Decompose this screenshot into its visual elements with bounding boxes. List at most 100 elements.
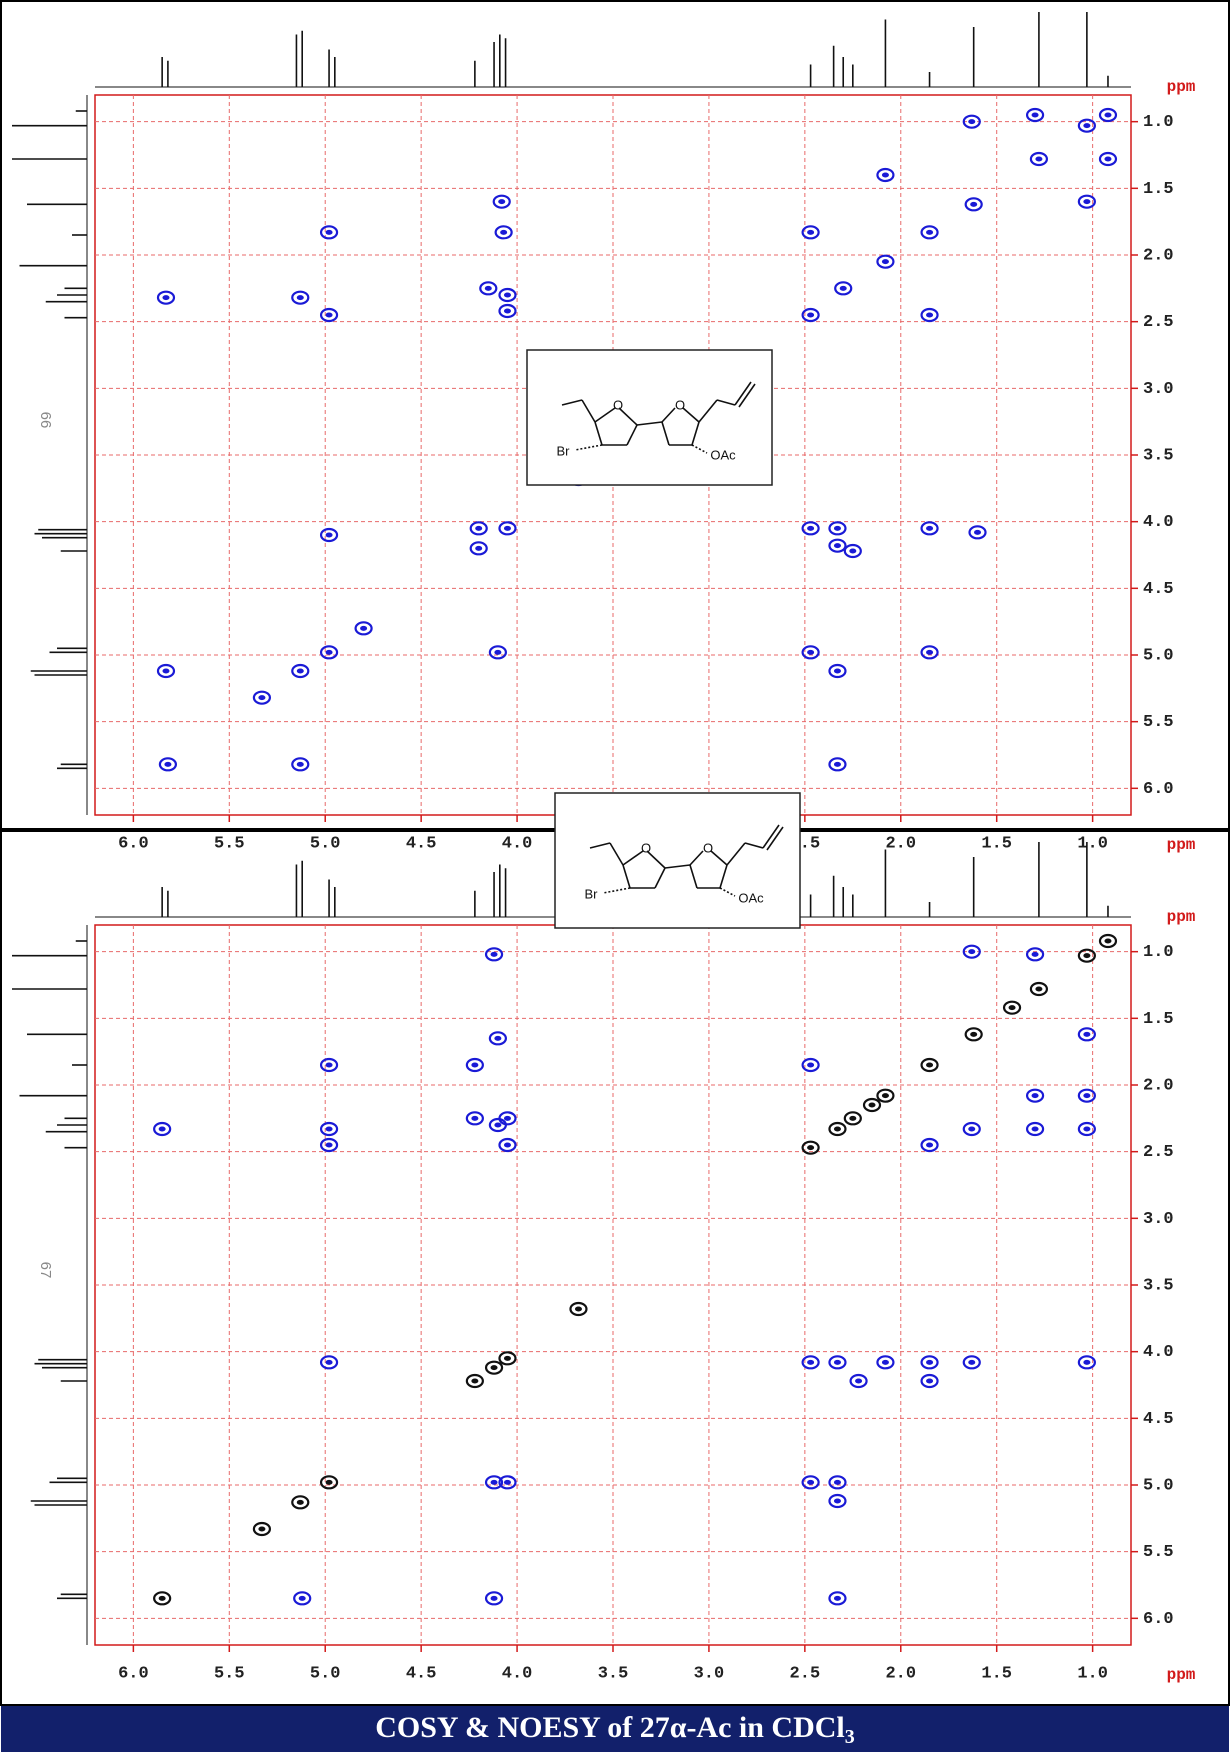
cross-peak-core [833, 1126, 841, 1132]
cross-peak [920, 1137, 939, 1153]
structure-box [526, 349, 773, 486]
y-axis-label: ppm [1167, 78, 1196, 96]
cross-peak [920, 225, 939, 240]
cross-peak [876, 167, 895, 183]
cross-peak [153, 1121, 172, 1137]
x-tick-label: 4.0 [502, 1664, 533, 1683]
x-tick-label: 1.5 [981, 834, 1012, 853]
cross-peak-core [325, 229, 333, 235]
cross-peak [469, 521, 488, 536]
x-tick-label: 1.0 [1077, 834, 1108, 853]
spectrum-panel: 6.0 5.5 5.0 4.5 4.0 3.5 3.0 2.5 2.0 1.5 1.0 1.0 1.5 2… [0, 0, 1230, 854]
cross-peak [1029, 151, 1049, 167]
cross-peak [158, 757, 178, 772]
cross-peak [319, 225, 339, 240]
cross-peak [319, 307, 339, 323]
cross-peak [1077, 1088, 1096, 1103]
cross-peak-core [494, 1035, 502, 1041]
cross-peak-core [881, 1093, 889, 1099]
cross-peak [1098, 151, 1118, 167]
cross-peak [484, 1591, 504, 1606]
cross-peak [319, 1355, 339, 1370]
cross-peak [498, 1137, 517, 1153]
cross-peak-core [1104, 156, 1112, 162]
cross-peak [252, 690, 272, 705]
structure-bond [766, 826, 784, 851]
structure-bond [618, 407, 638, 426]
structure-label: Br [585, 886, 599, 901]
cross-peak [876, 254, 895, 269]
y-tick-label: 5.5 [1143, 713, 1174, 732]
x-tick-label: 2.0 [885, 834, 916, 853]
cross-peak-core [325, 1126, 333, 1132]
cross-peak [1077, 194, 1096, 209]
cross-peak [1098, 107, 1118, 123]
cross-peak-core [1031, 112, 1039, 118]
y-tick-label: 1.5 [1143, 1010, 1174, 1029]
y-tick-label: 4.0 [1143, 513, 1174, 532]
structure-bond [734, 381, 752, 406]
cross-peak-core [1083, 199, 1091, 205]
cross-peak [494, 225, 513, 240]
cross-peak-core [296, 761, 304, 767]
cross-peak [1077, 1355, 1096, 1370]
cross-peak [465, 1111, 484, 1126]
cross-peak [828, 1591, 847, 1606]
cross-peak-core [1083, 1126, 1091, 1132]
x-axis-label: ppm [1167, 836, 1196, 854]
cross-peak [828, 521, 847, 536]
cross-peak [828, 538, 847, 553]
structure-bond [594, 421, 603, 446]
cross-peak-core [970, 1031, 978, 1037]
structure-bond [661, 421, 670, 446]
structure-label: Br [557, 443, 571, 458]
cross-peak [828, 1475, 847, 1490]
cross-peak [801, 1140, 820, 1155]
y-tick-label: 6.0 [1143, 780, 1174, 799]
cross-peak-core [164, 761, 172, 767]
structure-label: O [675, 397, 685, 412]
x-tick-label: 6.0 [118, 1664, 149, 1683]
cross-peak [156, 290, 176, 305]
cross-peak-core [503, 1115, 511, 1121]
cross-peak-core [839, 285, 847, 291]
cross-peak-core [162, 668, 170, 674]
cross-peak [828, 663, 847, 679]
structure-bond [622, 850, 644, 866]
structure-bond [609, 842, 624, 866]
cross-peak [801, 307, 820, 323]
cross-peak-core [849, 1115, 857, 1121]
cross-peak-core [1031, 951, 1039, 957]
cross-peak [920, 1057, 939, 1073]
structure-bond [726, 842, 746, 866]
cross-peak-core [1083, 1093, 1091, 1099]
cross-peak-core [498, 199, 506, 205]
cross-peak [498, 303, 517, 319]
cross-peak-core [807, 649, 815, 655]
structure-bond [716, 399, 736, 406]
x-tick-label: 5.5 [214, 1664, 245, 1683]
spectrum-panel: 6.0 5.5 5.0 4.5 4.0 3.5 3.0 2.5 2.0 1.5 1.0 1.0 1.5 2… [0, 792, 1230, 1706]
cross-peak [319, 1137, 339, 1153]
structure-bond [654, 867, 666, 889]
y-tick-label: 2.5 [1143, 313, 1174, 332]
cross-peak-core [833, 1498, 841, 1504]
cross-peak [920, 1355, 939, 1370]
structure-bond [602, 887, 631, 894]
cross-peak [569, 1301, 588, 1317]
cross-peak [801, 645, 820, 660]
cross-peak-core [158, 1126, 166, 1132]
caption-subscript: 3 [845, 1726, 855, 1748]
cross-peak-core [849, 548, 857, 554]
structure-bond [574, 444, 603, 451]
cross-peak [1098, 933, 1118, 949]
cross-peak [252, 1521, 272, 1537]
y-tick-label: 6.0 [1143, 1610, 1174, 1629]
cross-peak-core [807, 1479, 815, 1485]
cross-peak-core [471, 1378, 479, 1384]
cross-peak-core [484, 285, 492, 291]
y-tick-label: 3.5 [1143, 1276, 1174, 1295]
cross-peak-core [974, 529, 982, 535]
y-tick-label: 1.0 [1143, 113, 1174, 132]
